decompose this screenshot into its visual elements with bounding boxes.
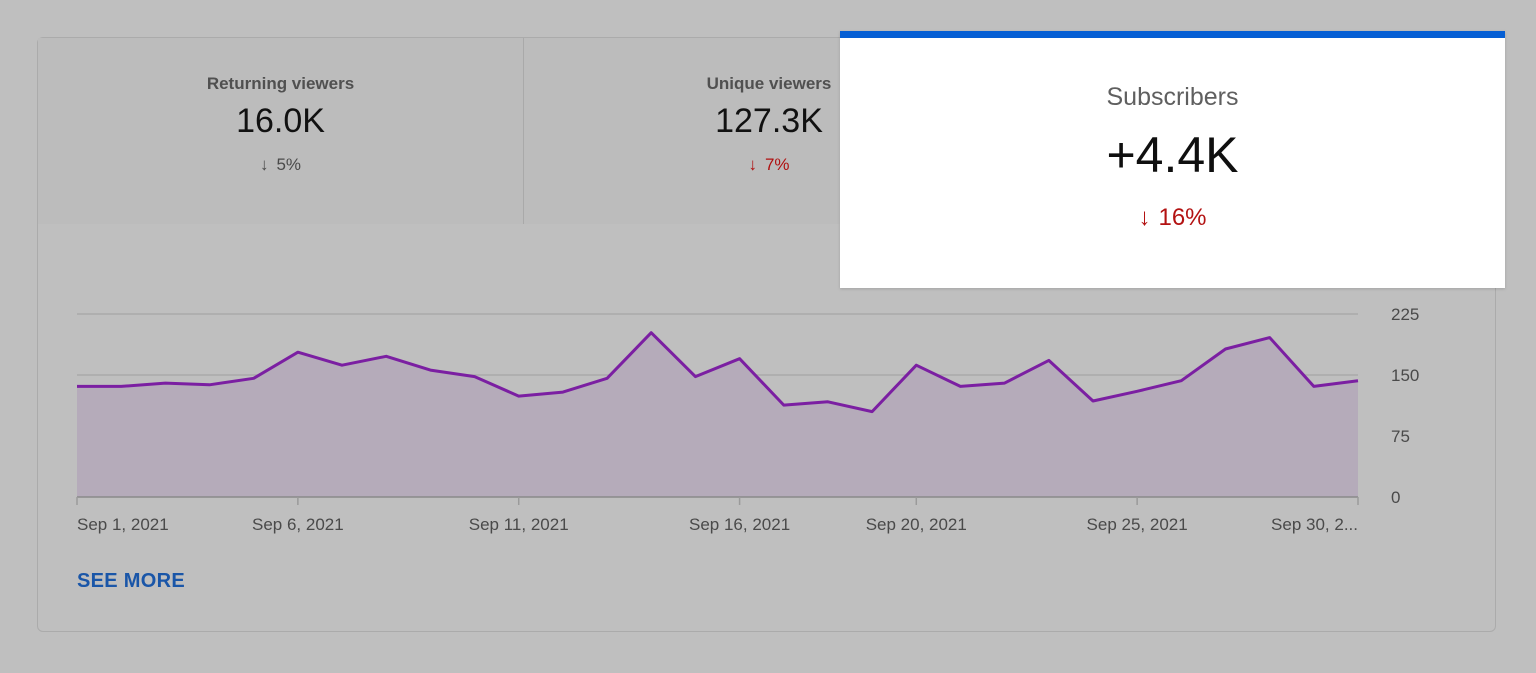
x-tick-label: Sep 11, 2021: [469, 515, 569, 534]
x-tick-label: Sep 20, 2021: [866, 515, 967, 534]
metric-value: 16.0K: [236, 102, 325, 140]
metric-value: +4.4K: [1106, 127, 1239, 183]
metric-tab-subscribers-selected[interactable]: Subscribers +4.4K ↓ 16%: [840, 31, 1505, 288]
y-tick-label: 225: [1391, 305, 1419, 324]
metric-delta: ↓ 7%: [748, 155, 790, 174]
metric-label: Unique viewers: [706, 74, 832, 93]
x-tick-label: Sep 16, 2021: [689, 515, 790, 534]
y-tick-label: 150: [1391, 366, 1419, 385]
x-axis-ticks: Sep 1, 2021 Sep 6, 2021 Sep 11, 2021 Sep 16…: [76, 497, 1359, 534]
y-tick-label: 75: [1391, 427, 1410, 446]
x-tick-label: Sep 25, 2021: [1087, 515, 1188, 534]
see-more-link[interactable]: SEE MORE: [77, 570, 185, 592]
metric-delta: ↓ 16%: [1138, 204, 1207, 231]
x-tick-label: Sep 1, 2021: [77, 515, 169, 534]
metric-tab-unique-viewers[interactable]: Unique viewers 127.3K ↓ 7%: [524, 38, 840, 224]
arrow-down-icon: ↓: [259, 155, 269, 174]
chart-line: [77, 331, 1359, 414]
y-tick-label: 0: [1391, 488, 1400, 507]
x-tick-label: Sep 6, 2021: [252, 515, 344, 534]
metric-value: 127.3K: [715, 102, 823, 140]
arrow-down-icon: ↓: [1138, 204, 1151, 231]
metric-tab-returning-viewers[interactable]: Returning viewers 16.0K ↓ 5%: [38, 38, 524, 224]
metric-delta: ↓ 5%: [259, 155, 302, 174]
x-tick-label: Sep 30, 2...: [1271, 515, 1358, 534]
metric-label: Returning viewers: [206, 74, 355, 93]
y-axis-ticks: 0 75 150 225: [1391, 305, 1419, 507]
chart-area: [77, 332, 1358, 497]
metric-label: Subscribers: [1106, 83, 1239, 111]
arrow-down-icon: ↓: [748, 155, 757, 174]
